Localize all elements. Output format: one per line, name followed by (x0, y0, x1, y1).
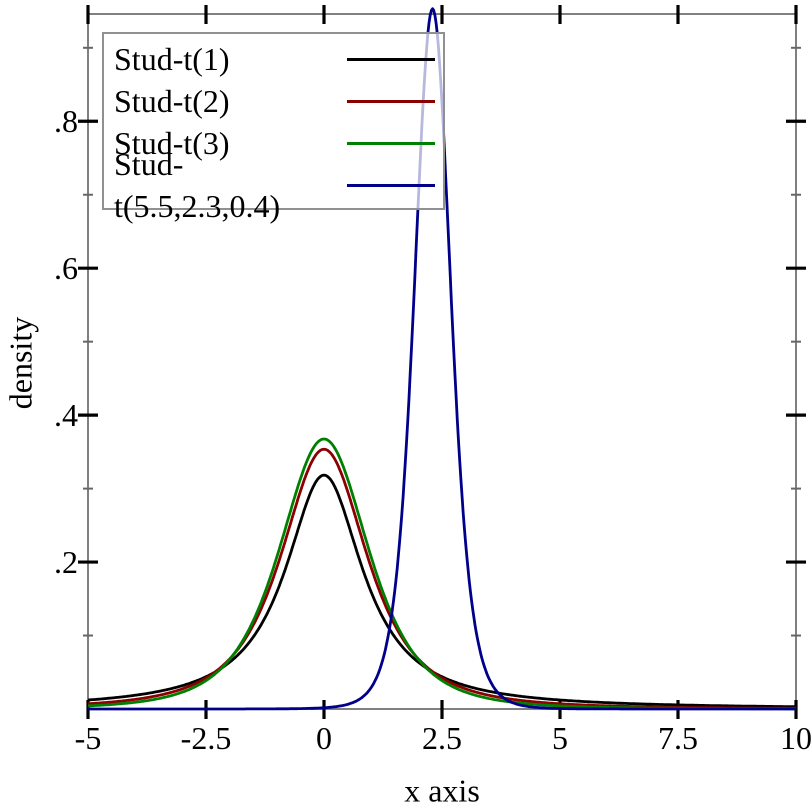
x-tick-label: 2.5 (422, 720, 462, 756)
curve-stud-t-3- (87, 437, 797, 711)
x-tick-label: 10 (780, 720, 812, 756)
x-tick-label: 7.5 (658, 720, 698, 756)
x-tick-label: 5 (552, 720, 568, 756)
legend-line-sample (347, 141, 435, 145)
legend-line-sample (347, 57, 435, 61)
curve-stud-t-1- (87, 473, 797, 709)
legend-label: Stud-t(2) (114, 83, 230, 119)
legend-label: Stud-t(3) (114, 125, 230, 161)
legend-label: Stud-t(5.5,2.3,0.4) (114, 146, 281, 224)
legend-line-sample (347, 183, 435, 187)
y-tick-label: .6 (54, 250, 78, 287)
curve-stud-t-2- (87, 447, 797, 710)
legend-line-sample (347, 99, 435, 103)
x-tick-label: -5 (74, 720, 102, 756)
legend: Stud-t(1) Stud-t(2) Stud-t(3) Stud-t(5.5… (102, 32, 445, 224)
legend-item: Stud-t(5.5,2.3,0.4) (114, 146, 435, 224)
x-axis-title: x axis (404, 772, 480, 809)
legend-item: Stud-t(1) (114, 38, 435, 80)
y-tick-label: .4 (54, 397, 78, 434)
x-tick-label: -2.5 (180, 720, 232, 756)
y-tick-label: .2 (54, 544, 78, 581)
x-tick-label: 0 (316, 720, 332, 756)
legend-label: Stud-t(1) (114, 41, 230, 77)
legend-item: Stud-t(2) (114, 80, 435, 122)
y-tick-label: .8 (54, 103, 78, 140)
legend-item: Stud-t(3) (114, 122, 435, 164)
